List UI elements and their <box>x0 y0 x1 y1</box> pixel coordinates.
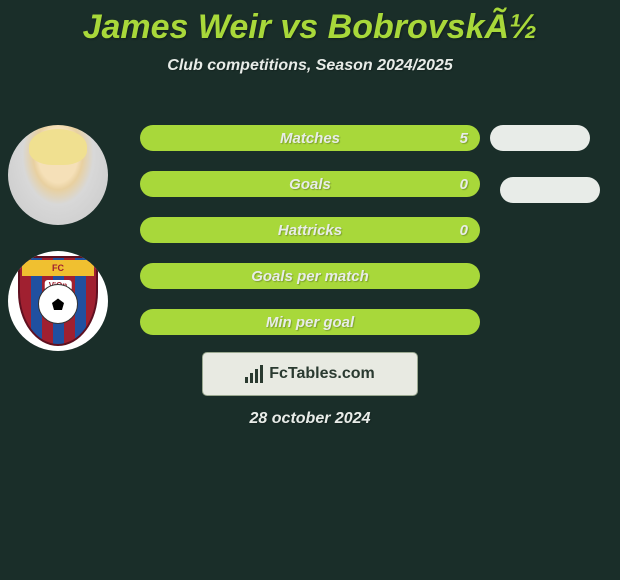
page-title: James Weir vs BobrovskÃ½ <box>0 0 620 47</box>
club-badge-top: FC <box>22 260 94 276</box>
fctables-logo: FcTables.com <box>202 352 418 396</box>
logo-bar <box>255 369 258 383</box>
soccer-ball-icon <box>38 284 78 324</box>
page-subtitle: Club competitions, Season 2024/2025 <box>0 57 620 75</box>
logo-suffix: .com <box>337 365 374 382</box>
comparison-pill <box>490 125 590 151</box>
logo-bold: Tables <box>288 365 338 382</box>
stat-row: Goals 0 <box>140 171 480 197</box>
logo-bar <box>245 377 248 383</box>
stat-value: 0 <box>460 222 468 239</box>
date-label: 28 october 2024 <box>250 410 371 428</box>
stat-row: Min per goal <box>140 309 480 335</box>
club-avatar: FC ViOn <box>8 251 108 351</box>
player-avatar <box>8 125 108 225</box>
stat-value: 5 <box>460 130 468 147</box>
stat-label: Matches <box>280 130 340 147</box>
stat-label: Hattricks <box>278 222 342 239</box>
stats-column: Matches 5 Goals 0 Hattricks 0 Goals per … <box>140 125 480 355</box>
logo-bar <box>250 373 253 383</box>
stat-label: Goals per match <box>251 268 369 285</box>
logo-bar <box>260 365 263 383</box>
logo-text: FcTables.com <box>269 365 375 383</box>
stat-row: Hattricks 0 <box>140 217 480 243</box>
comparison-card: James Weir vs BobrovskÃ½ Club competitio… <box>0 0 620 580</box>
comparison-pill <box>500 177 600 203</box>
club-badge-icon: FC ViOn <box>18 256 98 346</box>
stat-row: Matches 5 <box>140 125 480 151</box>
logo-prefix: Fc <box>269 365 288 382</box>
stat-row: Goals per match <box>140 263 480 289</box>
stat-label: Goals <box>289 176 331 193</box>
logo-bars-icon <box>245 365 263 383</box>
stat-value: 0 <box>460 176 468 193</box>
stat-label: Min per goal <box>266 314 354 331</box>
avatar-column: FC ViOn <box>8 125 108 377</box>
